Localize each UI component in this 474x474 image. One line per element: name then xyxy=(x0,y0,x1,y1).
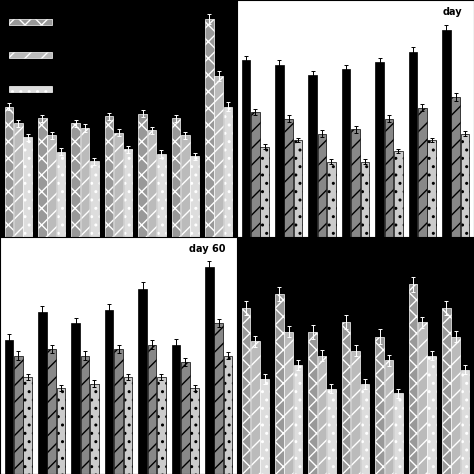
Bar xyxy=(23,137,32,237)
Bar xyxy=(90,383,99,474)
Bar xyxy=(205,19,214,237)
Bar xyxy=(309,75,317,237)
Bar xyxy=(38,118,47,237)
Bar xyxy=(251,112,260,237)
Bar xyxy=(342,69,350,237)
Bar xyxy=(242,308,250,474)
Text: day: day xyxy=(443,7,462,17)
Bar xyxy=(427,356,436,474)
Bar xyxy=(284,332,293,474)
FancyBboxPatch shape xyxy=(9,52,52,58)
Bar xyxy=(105,310,113,474)
Bar xyxy=(275,64,284,237)
Bar xyxy=(260,379,269,474)
Bar xyxy=(114,349,123,474)
Bar xyxy=(327,389,336,474)
Bar xyxy=(275,294,284,474)
Bar xyxy=(351,129,360,237)
Bar xyxy=(147,345,156,474)
Bar xyxy=(214,323,223,474)
Bar xyxy=(205,267,214,474)
Bar xyxy=(394,393,402,474)
Bar xyxy=(294,365,302,474)
Bar xyxy=(124,149,132,237)
Bar xyxy=(384,118,393,237)
Bar xyxy=(394,151,402,237)
Bar xyxy=(114,133,123,237)
Text: day 60: day 60 xyxy=(189,244,225,254)
Bar xyxy=(38,312,47,474)
Bar xyxy=(451,97,460,237)
Bar xyxy=(224,107,232,237)
Bar xyxy=(5,340,13,474)
Bar xyxy=(318,134,327,237)
Bar xyxy=(47,349,56,474)
Bar xyxy=(294,140,302,237)
Bar xyxy=(14,123,23,237)
Bar xyxy=(361,384,369,474)
Bar xyxy=(418,322,427,474)
Bar xyxy=(72,123,80,237)
Bar xyxy=(409,284,417,474)
Bar xyxy=(81,356,90,474)
Bar xyxy=(181,135,190,237)
FancyBboxPatch shape xyxy=(9,86,52,92)
Bar xyxy=(138,114,147,237)
Bar xyxy=(138,289,147,474)
Bar xyxy=(147,130,156,237)
Bar xyxy=(451,337,460,474)
Bar xyxy=(14,356,23,474)
Bar xyxy=(190,156,199,237)
Bar xyxy=(72,323,80,474)
Bar xyxy=(81,128,90,237)
Bar xyxy=(327,162,336,237)
Bar xyxy=(409,52,417,237)
Bar xyxy=(5,107,13,237)
Bar xyxy=(351,351,360,474)
Bar xyxy=(57,152,65,237)
Bar xyxy=(172,118,180,237)
Bar xyxy=(90,161,99,237)
Bar xyxy=(284,118,293,237)
Bar xyxy=(418,108,427,237)
Bar xyxy=(318,356,327,474)
Bar xyxy=(384,360,393,474)
Bar xyxy=(427,140,436,237)
Bar xyxy=(224,356,232,474)
Bar xyxy=(309,332,317,474)
Bar xyxy=(442,30,451,237)
Bar xyxy=(214,76,223,237)
Bar xyxy=(375,337,384,474)
Bar xyxy=(260,146,269,237)
Bar xyxy=(461,134,469,237)
Bar xyxy=(157,377,165,474)
Bar xyxy=(181,362,190,474)
Bar xyxy=(361,162,369,237)
Bar xyxy=(105,116,113,237)
Bar xyxy=(242,60,250,237)
FancyBboxPatch shape xyxy=(9,19,52,25)
Bar xyxy=(251,341,260,474)
Bar xyxy=(57,388,65,474)
Bar xyxy=(47,135,56,237)
Bar xyxy=(124,377,132,474)
Bar xyxy=(342,322,350,474)
Bar xyxy=(375,63,384,237)
Bar xyxy=(442,308,451,474)
Bar xyxy=(23,377,32,474)
Bar xyxy=(190,388,199,474)
Bar xyxy=(172,345,180,474)
Bar xyxy=(157,154,165,237)
Bar xyxy=(461,370,469,474)
